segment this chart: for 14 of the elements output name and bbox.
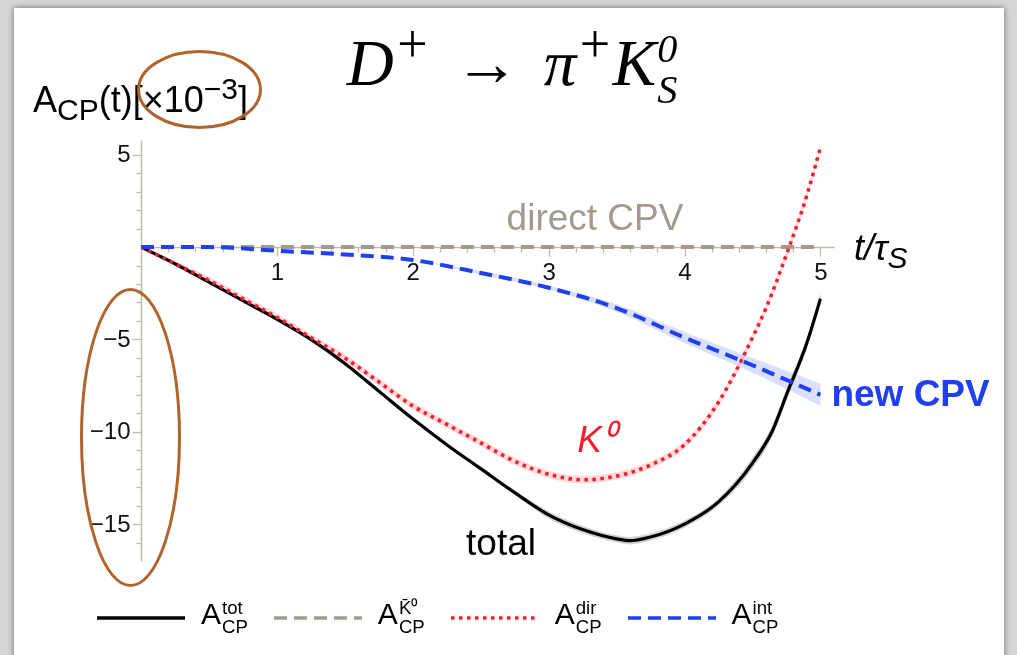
annotation: new CPV xyxy=(831,372,990,414)
x-tick-label: 4 xyxy=(678,257,692,285)
x-tick-label: 5 xyxy=(814,257,828,285)
y-tick-label: −5 xyxy=(103,324,131,352)
annotation: direct CPV xyxy=(506,196,684,238)
x-tick-label: 1 xyxy=(270,257,284,285)
x-tick-label: 2 xyxy=(406,257,420,285)
annotation: total xyxy=(465,521,536,563)
x-tick-label: 3 xyxy=(542,257,556,285)
y-tick-label: −10 xyxy=(89,416,131,444)
annotation: K⁰ xyxy=(577,418,622,460)
x-axis-title: t/τ$_{S}$ xyxy=(854,227,908,275)
y-tick-label: 5 xyxy=(117,139,131,167)
y-tick-label: −15 xyxy=(89,509,131,537)
